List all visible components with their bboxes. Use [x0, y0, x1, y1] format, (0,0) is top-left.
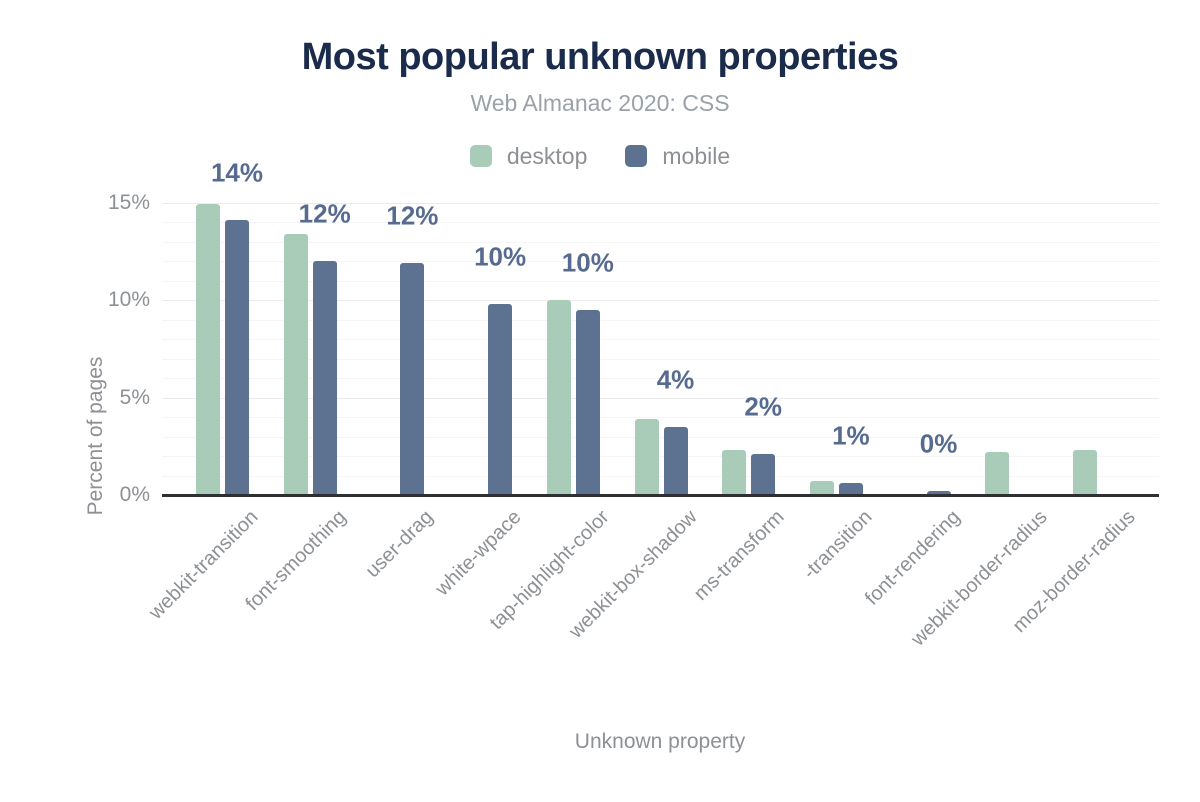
bar-mobile-font-smoothing [312, 261, 337, 495]
bar-mobile-user-drag [400, 262, 425, 495]
legend-swatch-mobile [625, 145, 648, 167]
legend-label-mobile: mobile [662, 142, 731, 169]
bar-mobile-webkit-box-shadow [663, 426, 688, 495]
bar-value-label: 1% [832, 420, 870, 451]
minor-gridline [162, 417, 1159, 418]
bar-value-label: 12% [298, 198, 351, 229]
bar-desktop-ms-transform [722, 450, 747, 495]
bar-value-label: 0% [919, 428, 958, 459]
bar-mobile-tap-highlight-color [575, 309, 600, 495]
bar-desktop-tap-highlight-color [546, 300, 571, 495]
chart-subtitle: Web Almanac 2020: CSS [470, 90, 730, 116]
bar-value-label: 10% [561, 247, 614, 278]
minor-gridline [162, 475, 1159, 477]
bar-desktop--transition [809, 481, 834, 495]
bar-mobile-font-rendering [926, 491, 951, 495]
y-tick-label: 10% [107, 288, 150, 311]
bar-desktop-font-smoothing [283, 233, 308, 495]
major-gridline [162, 397, 1159, 399]
minor-gridline [162, 261, 1159, 262]
bar-value-label: 10% [474, 241, 527, 272]
minor-gridline [162, 378, 1159, 379]
bar-value-label: 12% [386, 200, 439, 231]
bar-desktop-webkit-box-shadow [634, 418, 659, 495]
y-tick-label: 0% [119, 483, 150, 506]
minor-gridline [162, 436, 1159, 438]
legend-item-desktop: desktop [469, 142, 588, 170]
minor-gridline [162, 339, 1159, 340]
bar-mobile-ms-transform [751, 454, 776, 495]
major-gridline [162, 202, 1159, 204]
major-gridline [162, 300, 1159, 301]
bar-mobile--transition [838, 483, 863, 495]
bar-mobile-white-wpace [488, 303, 513, 495]
y-tick-label: 5% [119, 385, 150, 409]
bar-value-label: 4% [656, 364, 695, 395]
y-tick-label: 15% [107, 190, 150, 214]
bar-value-label: 2% [744, 391, 782, 422]
legend-item-mobile: mobile [625, 143, 730, 170]
bar-value-label: 14% [210, 157, 264, 188]
x-axis-line [162, 494, 1159, 497]
legend-label-desktop: desktop [506, 142, 588, 169]
minor-gridline [162, 241, 1159, 243]
x-category-label: moz-border-radius [1008, 506, 1140, 638]
minor-gridline [162, 319, 1159, 321]
y-axis-title: Percent of pages [84, 356, 107, 516]
chart-title: Most popular unknown properties [301, 36, 899, 78]
bar-desktop-webkit-border-radius [985, 452, 1010, 495]
bar-mobile-webkit-transition [225, 220, 249, 495]
legend: desktop mobile [0, 142, 1200, 170]
minor-gridline [162, 222, 1159, 223]
minor-gridline [162, 358, 1159, 360]
x-axis-title: Unknown property [574, 730, 746, 753]
legend-swatch-desktop [469, 145, 492, 167]
bar-desktop-moz-border-radius [1073, 450, 1097, 495]
bar-desktop-webkit-transition [196, 204, 220, 495]
minor-gridline [162, 280, 1159, 282]
minor-gridline [162, 456, 1159, 457]
